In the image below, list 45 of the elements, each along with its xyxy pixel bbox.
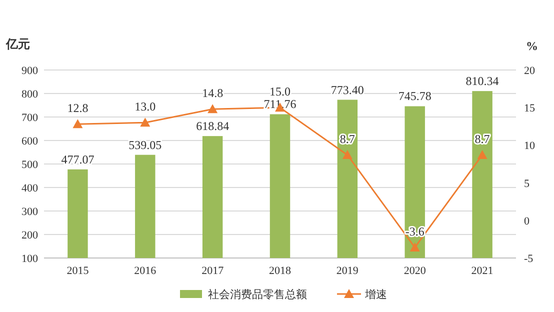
y-tick-label: 200 — [22, 230, 38, 242]
data-label: 810.34 — [466, 74, 499, 88]
x-tick-label: 2020 — [404, 265, 426, 277]
y-axis-title: 亿元 — [5, 37, 30, 51]
y2-tick-label: 0 — [524, 215, 530, 228]
y-tick-label: 300 — [22, 206, 38, 218]
y-tick-label: 700 — [22, 112, 38, 124]
point — [72, 119, 83, 128]
point — [342, 150, 352, 159]
y2-tick-label: 20 — [524, 65, 536, 77]
point — [477, 150, 488, 159]
data-label: 8.7 — [340, 132, 355, 146]
y-tick-label: 900 — [22, 65, 38, 77]
data-label: 14.8 — [202, 86, 224, 100]
point — [140, 118, 150, 127]
x-tick-label: 2015 — [66, 265, 90, 277]
legend-label: 社会消费品零售总额 — [208, 288, 307, 301]
x-tick-label: 2021 — [471, 265, 494, 277]
x-tick-label: 2016 — [134, 265, 157, 277]
y2-tick-label: 10 — [524, 140, 536, 152]
data-label: 8.7 — [474, 132, 490, 146]
y-tick-label: 500 — [22, 159, 38, 171]
data-label: 13.0 — [134, 100, 156, 114]
x-tick-label: 2018 — [269, 265, 292, 277]
data-label: 773.40 — [330, 82, 364, 97]
y2-tick-label: 5 — [524, 178, 530, 190]
legend-label: 增速 — [364, 288, 387, 301]
x-tick-label: 2017 — [202, 265, 224, 277]
data-label: 745.78 — [398, 89, 432, 104]
y-tick-label: 600 — [22, 136, 38, 148]
y-tick-label: 400 — [22, 182, 38, 194]
point — [208, 104, 218, 114]
y2-axis-title: % — [526, 39, 538, 53]
data-label: 618.84 — [196, 119, 230, 134]
data-label: 12.8 — [67, 101, 88, 116]
data-label: 477.07 — [61, 152, 94, 166]
data-label: 539.05 — [128, 138, 162, 152]
data-label: 15.0 — [270, 84, 290, 99]
point — [410, 242, 420, 252]
x-tick-label: 2019 — [336, 265, 359, 277]
y2-tick-label: -5 — [524, 253, 534, 265]
y-tick-label: 100 — [22, 253, 38, 265]
y2-tick-label: 15 — [524, 102, 536, 115]
data-label: -3.6 — [405, 224, 424, 238]
y-tick-label: 800 — [22, 88, 38, 100]
